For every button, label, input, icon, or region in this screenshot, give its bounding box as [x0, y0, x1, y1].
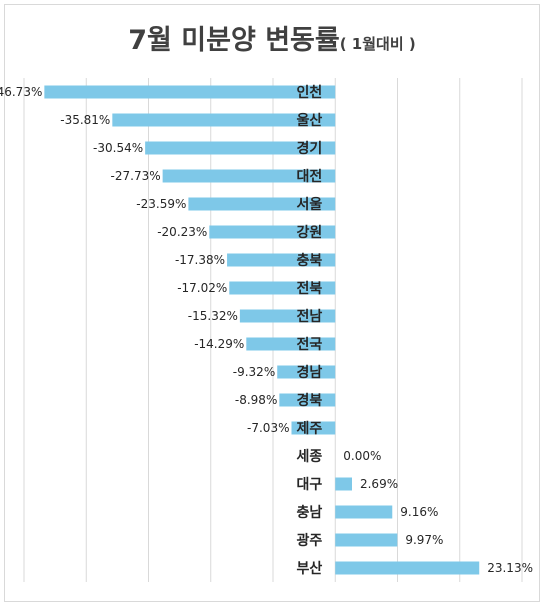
value-label: -30.54%: [93, 141, 143, 155]
value-label: -23.59%: [136, 197, 186, 211]
chart-frame: [4, 4, 540, 602]
category-label: 인천: [296, 84, 322, 101]
bar: [277, 365, 336, 379]
category-label: 경남: [296, 364, 322, 381]
value-label: -20.23%: [157, 225, 207, 239]
chart-subtitle: ( 1월대비 ): [339, 35, 416, 53]
value-label: -46.73%: [0, 85, 42, 99]
category-label: 충북: [296, 253, 322, 269]
category-label: 전국: [296, 336, 322, 353]
bar: [335, 561, 480, 575]
value-label: 23.13%: [487, 561, 533, 575]
bar: [279, 393, 336, 407]
category-label: 광주: [296, 532, 322, 549]
value-label: -9.32%: [233, 365, 275, 379]
category-label: 부산: [296, 560, 322, 577]
value-label: -35.81%: [60, 113, 110, 127]
category-label: 대구: [296, 477, 322, 493]
category-label: 울산: [296, 112, 322, 129]
value-label: -27.73%: [111, 169, 161, 183]
category-label: 세종: [296, 449, 322, 465]
value-label: -15.32%: [188, 309, 238, 323]
bar: [291, 421, 336, 435]
category-label: 충남: [296, 504, 322, 521]
bar: [335, 505, 393, 519]
value-label: -17.38%: [175, 253, 225, 267]
value-label: -8.98%: [235, 393, 277, 407]
bar: [335, 533, 398, 547]
bar: [162, 169, 336, 183]
bar: [335, 477, 352, 491]
category-label: 전북: [296, 280, 322, 297]
value-label: 0.00%: [343, 449, 381, 463]
bar: [227, 253, 336, 267]
category-label: 대전: [296, 168, 322, 185]
value-label: 9.16%: [400, 505, 438, 519]
category-label: 경기: [296, 140, 322, 157]
bar: [229, 281, 336, 295]
value-label: 2.69%: [360, 477, 398, 491]
bar: [145, 141, 336, 155]
bar: [239, 309, 336, 323]
chart-title-main: 7월 미분양 변동률: [128, 25, 340, 56]
bar: [209, 225, 336, 239]
chart-title: 7월 미분양 변동률( 1월대비 ): [0, 18, 544, 57]
value-label: -7.03%: [247, 421, 289, 435]
category-label: 강원: [296, 224, 322, 241]
category-label: 제주: [296, 421, 322, 437]
value-label: 9.97%: [405, 533, 443, 547]
bar: [112, 113, 336, 127]
category-label: 전남: [296, 308, 322, 325]
value-label: -17.02%: [177, 281, 227, 295]
bar: [44, 85, 336, 99]
value-label: -14.29%: [194, 337, 244, 351]
category-label: 서울: [296, 196, 322, 213]
bar: [246, 337, 336, 351]
category-label: 경북: [296, 392, 322, 409]
bar: [188, 197, 336, 211]
